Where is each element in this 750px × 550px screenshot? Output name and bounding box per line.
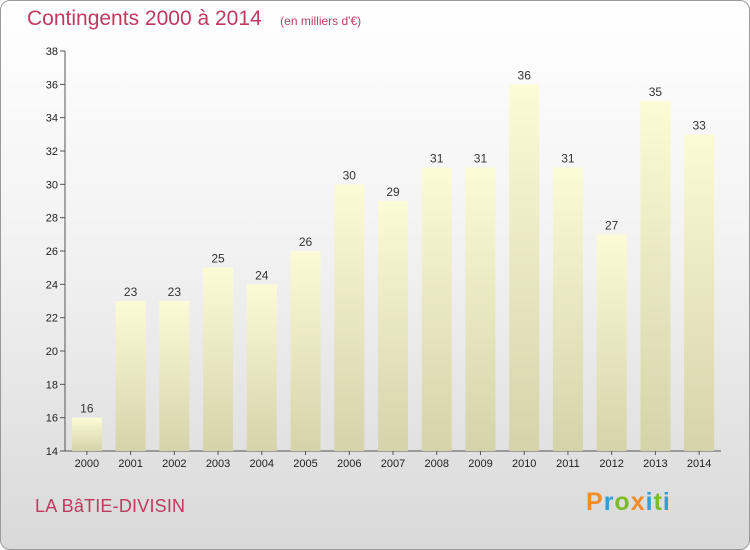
data-label-2014: 33 bbox=[692, 118, 706, 132]
bar-2007 bbox=[378, 201, 408, 451]
y-tick-label: 14 bbox=[46, 446, 58, 458]
data-label-2010: 36 bbox=[518, 68, 532, 82]
x-tick-label-2008: 2008 bbox=[424, 458, 448, 470]
bar-2014 bbox=[684, 134, 715, 452]
y-tick-label: 20 bbox=[46, 346, 58, 358]
y-tick-label: 18 bbox=[46, 379, 58, 391]
bar-2013 bbox=[640, 101, 671, 451]
x-tick-label-2004: 2004 bbox=[250, 458, 274, 470]
bar-2000 bbox=[71, 417, 102, 451]
chart-title: Contingents 2000 à 2014 bbox=[27, 7, 262, 30]
logo-letter: P bbox=[586, 488, 604, 516]
logo-letter: i bbox=[645, 488, 654, 516]
data-label-2011: 31 bbox=[561, 152, 575, 166]
bars bbox=[71, 84, 715, 452]
logo-letter: r bbox=[603, 488, 615, 516]
logo-letter: i bbox=[662, 488, 671, 516]
x-tick-label-2013: 2013 bbox=[643, 458, 667, 470]
bar-2009 bbox=[465, 167, 496, 451]
x-tick-label-2002: 2002 bbox=[162, 458, 186, 470]
y-tick-label: 32 bbox=[46, 146, 58, 158]
logo-letter: o bbox=[614, 488, 631, 516]
y-tick-label: 28 bbox=[46, 213, 58, 225]
logo-letter: x bbox=[630, 488, 646, 516]
data-label-2005: 26 bbox=[299, 235, 313, 249]
proxiti-logo[interactable]: Proxiti bbox=[586, 488, 671, 517]
x-tick-label-2012: 2012 bbox=[599, 458, 623, 470]
chart-subtitle: (en milliers d'€) bbox=[280, 14, 362, 28]
bar-2004 bbox=[246, 284, 277, 451]
bar-2001 bbox=[115, 301, 146, 451]
y-tick-label: 26 bbox=[46, 246, 58, 258]
bar-2003 bbox=[203, 267, 234, 451]
place-name: LA BâTIE-DIVISIN bbox=[35, 496, 186, 516]
data-label-2002: 23 bbox=[168, 285, 182, 299]
x-tick-label-2005: 2005 bbox=[293, 458, 317, 470]
data-label-2006: 30 bbox=[343, 168, 357, 182]
data-label-2000: 16 bbox=[80, 402, 94, 416]
data-label-2003: 25 bbox=[211, 252, 225, 266]
y-tick-label: 30 bbox=[46, 179, 58, 191]
bar-2011 bbox=[552, 167, 583, 451]
y-tick-label: 38 bbox=[46, 46, 58, 58]
bar-2005 bbox=[290, 251, 321, 451]
x-tick-label-2006: 2006 bbox=[337, 458, 361, 470]
title-block: Contingents 2000 à 2014 (en milliers d'€… bbox=[27, 7, 361, 31]
data-label-2001: 23 bbox=[124, 285, 138, 299]
x-tick-label-2003: 2003 bbox=[206, 458, 230, 470]
x-tick-label-2009: 2009 bbox=[468, 458, 492, 470]
data-label-2012: 27 bbox=[605, 218, 619, 232]
data-label-2013: 35 bbox=[649, 85, 663, 99]
data-labels: 16 23 23 25 24 26 30 29 31 31 36 31 27 35 33 bbox=[80, 68, 706, 415]
x-tick-label-2001: 2001 bbox=[118, 458, 142, 470]
data-label-2009: 31 bbox=[474, 152, 488, 166]
logo-letter: t bbox=[653, 488, 663, 516]
x-tick-label-2014: 2014 bbox=[687, 458, 711, 470]
x-tick-label-2011: 2011 bbox=[556, 458, 580, 470]
x-tick-label-2010: 2010 bbox=[512, 458, 536, 470]
x-tick-label-2007: 2007 bbox=[381, 458, 405, 470]
y-tick-label: 22 bbox=[46, 313, 58, 325]
bar-2012 bbox=[596, 234, 627, 451]
bar-2008 bbox=[421, 167, 452, 451]
x-tick-label-2000: 2000 bbox=[75, 458, 99, 470]
bar-2002 bbox=[159, 301, 190, 451]
y-axis: 14 16 18 20 22 24 26 28 30 32 34 36 38 bbox=[46, 46, 66, 458]
y-tick-label: 16 bbox=[46, 413, 58, 425]
y-tick-label: 24 bbox=[46, 279, 58, 291]
data-label-2004: 24 bbox=[255, 268, 269, 282]
data-label-2007: 29 bbox=[386, 185, 400, 199]
y-tick-label: 36 bbox=[46, 79, 58, 91]
bar-2010 bbox=[509, 84, 540, 451]
data-label-2008: 31 bbox=[430, 152, 444, 166]
y-tick-label: 34 bbox=[46, 113, 58, 125]
x-axis: 2000 2001 2002 2003 2004 2005 2006 2007 2008 2009… bbox=[65, 450, 721, 470]
bar-2006 bbox=[334, 184, 365, 452]
